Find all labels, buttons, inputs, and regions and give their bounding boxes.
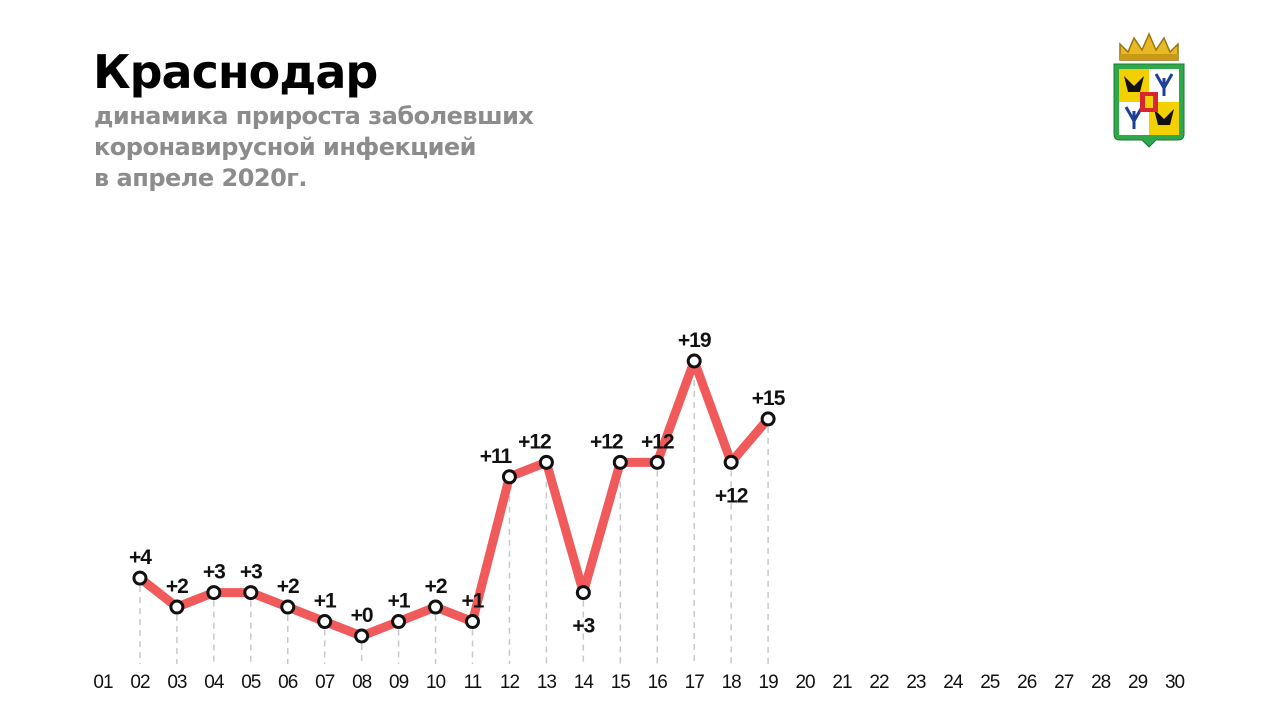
data-point	[612, 454, 628, 470]
x-tick-label: 29	[1128, 672, 1148, 693]
x-tick-label: 30	[1165, 672, 1185, 693]
data-label: +1	[388, 590, 411, 613]
data-label: +0	[351, 604, 373, 627]
data-point	[132, 570, 148, 586]
x-tick-label: 21	[832, 672, 852, 693]
x-tick-label: 13	[537, 672, 557, 693]
data-point	[354, 628, 370, 644]
x-tick-label: 12	[500, 672, 520, 693]
x-tick-label: 01	[93, 672, 113, 693]
x-tick-label: 02	[130, 672, 150, 693]
x-tick-label: 17	[685, 672, 705, 693]
x-tick-label: 11	[464, 672, 482, 693]
x-tick-label: 19	[759, 672, 779, 693]
data-label: +11	[480, 445, 513, 468]
x-tick-label: 22	[869, 672, 889, 693]
x-tick-label: 05	[241, 672, 261, 693]
data-label: +12	[641, 430, 674, 453]
data-label: +15	[752, 387, 786, 410]
subtitle-line-3: в апреле 2020г.	[94, 164, 307, 192]
x-tick-label: 24	[943, 672, 964, 693]
data-label: +4	[129, 546, 152, 569]
data-label: +12	[518, 430, 551, 453]
data-point	[317, 614, 333, 630]
data-label: +12	[590, 430, 623, 453]
x-tick-label: 14	[574, 672, 595, 693]
x-tick-label: 27	[1054, 672, 1074, 693]
x-tick-label: 16	[648, 672, 668, 693]
page-subtitle: динамика прироста заболевших коронавирус…	[94, 101, 534, 194]
x-tick-label: 07	[315, 672, 335, 693]
data-point	[760, 411, 776, 427]
x-tick-label: 20	[795, 672, 815, 693]
subtitle-line-2: коронавирусной инфекцией	[94, 133, 477, 161]
data-point	[169, 599, 185, 615]
x-tick-label: 03	[167, 672, 187, 693]
data-label: +3	[572, 615, 594, 638]
x-tick-label: 09	[389, 672, 409, 693]
data-point	[501, 469, 517, 485]
x-tick-label: 04	[204, 672, 225, 693]
data-label: +19	[678, 329, 711, 352]
data-label: +1	[314, 590, 337, 613]
data-point	[686, 353, 702, 369]
x-tick-label: 18	[722, 672, 742, 693]
data-point	[428, 599, 444, 615]
data-label: +2	[425, 575, 447, 598]
data-label: +12	[715, 484, 748, 507]
subtitle-line-1: динамика прироста заболевших	[94, 102, 534, 130]
data-point	[575, 585, 591, 601]
x-tick-label: 23	[906, 672, 926, 693]
data-label: +2	[166, 575, 188, 598]
data-point	[538, 454, 554, 470]
x-tick-label: 06	[278, 672, 298, 693]
krasnodar-coat-of-arms-icon	[1113, 32, 1185, 148]
x-tick-label: 15	[611, 672, 631, 693]
data-point	[391, 614, 407, 630]
data-label: +2	[277, 575, 299, 598]
x-tick-label: 25	[980, 672, 1000, 693]
x-tick-label: 10	[426, 672, 446, 693]
data-point	[243, 585, 259, 601]
data-label: +3	[240, 561, 262, 584]
data-point	[206, 585, 222, 601]
data-label: +1	[462, 590, 485, 613]
page-title: Краснодар	[93, 45, 378, 99]
data-label: +3	[203, 561, 225, 584]
series-line	[135, 356, 773, 641]
x-tick-label: 28	[1091, 672, 1111, 693]
data-point	[649, 454, 665, 470]
data-point	[280, 599, 296, 615]
data-point	[723, 454, 739, 470]
data-point	[465, 614, 480, 630]
x-tick-label: 26	[1017, 672, 1037, 693]
x-tick-label: 08	[352, 672, 372, 693]
